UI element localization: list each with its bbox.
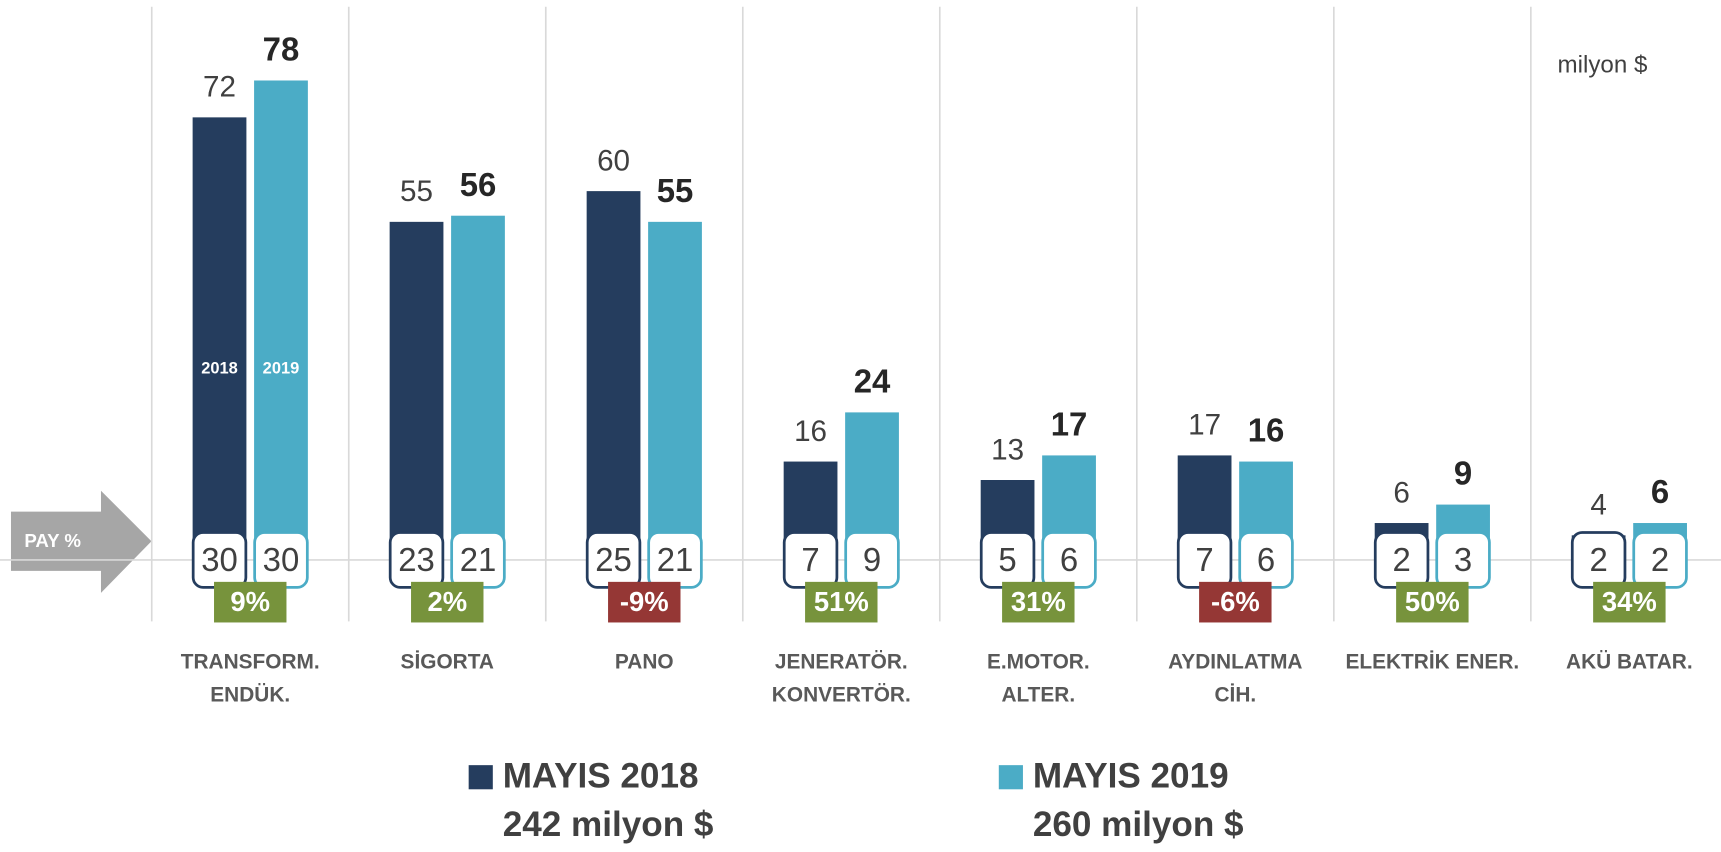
legend-swatch <box>998 765 1023 790</box>
value-label: 24 <box>854 363 891 400</box>
change-box <box>608 581 681 623</box>
category-label: E.MOTOR. <box>987 651 1090 674</box>
change-label: 50% <box>1405 586 1460 617</box>
share-arrow <box>10 490 152 593</box>
category-label: SİGORTA <box>401 651 494 674</box>
legend-label: MAYIS 2019 <box>1033 757 1229 796</box>
change-box <box>1002 581 1075 623</box>
share-value: 3 <box>1454 541 1472 578</box>
category-label: CİH. <box>1214 684 1256 707</box>
category-label: JENERATÖR. <box>775 651 908 674</box>
legend-label: MAYIS 2018 <box>503 757 699 796</box>
value-label: 4 <box>1590 489 1606 522</box>
share-value: 7 <box>1195 541 1213 578</box>
value-label: 16 <box>1248 412 1285 449</box>
bar <box>451 215 505 560</box>
share-value: 30 <box>201 541 238 578</box>
share-value: 5 <box>998 541 1016 578</box>
value-label: 6 <box>1651 473 1669 510</box>
bar <box>192 117 247 560</box>
category-label: KONVERTÖR. <box>772 684 911 707</box>
category-label: AKÜ BATAR. <box>1566 651 1693 674</box>
value-label: 60 <box>597 144 630 177</box>
legend-total: 260 milyon $ <box>1033 805 1244 844</box>
change-box <box>411 581 484 623</box>
value-label: 56 <box>460 166 497 203</box>
change-label: 2% <box>427 586 467 617</box>
change-label: 51% <box>814 586 869 617</box>
bar-year-label: 2019 <box>263 359 300 377</box>
share-value: 23 <box>398 541 435 578</box>
category-label: ELEKTRİK ENER. <box>1345 651 1519 674</box>
change-label: 9% <box>230 586 270 617</box>
value-label: 17 <box>1051 406 1088 443</box>
change-box <box>805 581 878 623</box>
share-value: 21 <box>657 541 694 578</box>
value-label: 6 <box>1393 476 1409 509</box>
value-label: 55 <box>400 175 433 208</box>
bar <box>254 80 308 560</box>
change-label: 31% <box>1011 586 1066 617</box>
share-value: 25 <box>595 541 632 578</box>
change-box <box>1396 581 1469 623</box>
share-value: 2 <box>1392 541 1410 578</box>
share-value: 7 <box>801 541 819 578</box>
change-box <box>214 581 287 623</box>
share-value: 9 <box>863 541 881 578</box>
share-value: 6 <box>1060 541 1078 578</box>
category-label: ALTER. <box>1001 684 1075 707</box>
bar-year-label: 2018 <box>201 359 238 377</box>
category-label: AYDINLATMA <box>1168 651 1302 674</box>
value-label: 9 <box>1454 455 1472 492</box>
share-label: PAY % <box>24 530 81 551</box>
share-value: 2 <box>1651 541 1669 578</box>
bar <box>389 221 444 560</box>
unit-label: milyon $ <box>1558 51 1648 78</box>
change-box <box>1199 581 1272 623</box>
bar <box>586 191 641 560</box>
change-label: 34% <box>1602 586 1657 617</box>
share-value: 30 <box>263 541 300 578</box>
category-label: ENDÜK. <box>210 684 290 707</box>
category-label: PANO <box>615 651 674 674</box>
change-label: -6% <box>1211 586 1260 617</box>
share-value: 2 <box>1589 541 1607 578</box>
share-value: 6 <box>1257 541 1275 578</box>
category-label: TRANSFORM. <box>181 651 320 674</box>
value-label: 55 <box>657 172 694 209</box>
value-label: 16 <box>794 415 827 448</box>
legend-swatch <box>468 765 493 790</box>
change-label: -9% <box>620 586 669 617</box>
value-label: 72 <box>203 71 236 104</box>
bar <box>648 221 702 560</box>
legend-total: 242 milyon $ <box>503 805 714 844</box>
change-box <box>1593 581 1666 623</box>
value-label: 13 <box>991 433 1024 466</box>
value-label: 17 <box>1188 409 1221 442</box>
share-value: 21 <box>460 541 497 578</box>
value-label: 78 <box>263 31 300 68</box>
